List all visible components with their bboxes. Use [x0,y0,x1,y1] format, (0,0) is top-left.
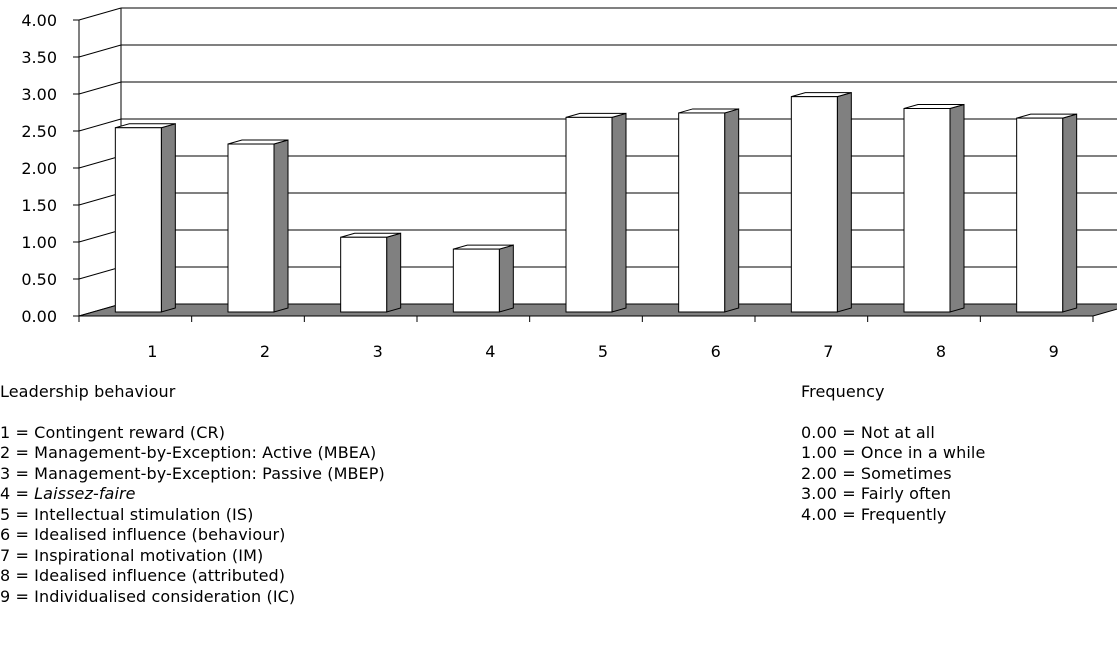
x-tick-label: 7 [823,342,833,361]
side-gridline [78,192,122,206]
bar-chart: 0.00 0.50 1.00 1.50 2.00 2.50 3.00 3.50 4.00 1 2 3… [21,7,1117,361]
legend-item-key: 6 = [0,525,35,544]
x-tick-labels: 1 2 3 4 5 6 7 8 9 [147,342,1059,361]
y-tick-label: 3.50 [21,48,57,67]
y-tick-label: 1.00 [21,233,57,252]
y-tick-label: 2.50 [21,122,57,141]
legend-item-label: Inspirational motivation (IM) [34,545,264,565]
side-gridline [78,266,122,280]
legend-item-key: 2 = [0,443,35,462]
y-tick-label: 2.00 [21,159,57,178]
x-tick-label: 3 [373,342,383,361]
legend-item-frequency-4: 4.00 = Frequently [801,504,947,524]
bar-side [160,123,176,313]
legend-item-key: 8 = [0,566,35,585]
legend-item-frequency-1: 1.00 = Once in a while [801,443,986,462]
legend-item-key: 7 = [0,545,35,565]
bar-6 [678,108,740,313]
y-tick-label: 0.50 [21,270,57,289]
bar-side [1062,113,1078,313]
side-gridline [78,229,122,243]
x-tick-label: 5 [598,342,608,361]
legend-item-behaviour-5: 5 = Intellectual stimulation (IS) [0,505,385,526]
bar-side [498,244,514,313]
legend-item-label: Contingent reward (CR) [34,422,226,442]
y-tick-label: 0.00 [21,307,57,326]
bar-9 [1016,113,1078,313]
legend-item-key: 4 = [0,484,35,503]
legend-item-label: Laissez-faire [34,484,136,503]
legend-items-behaviour: 1 = Contingent reward (CR) 2 = Management… [0,423,385,608]
bar-front [340,236,388,313]
x-tick-label: 8 [936,342,946,361]
bar-7 [790,91,852,313]
frequency-legend: Frequency 0.00 = Not at all 1.00 = Once i… [801,382,985,525]
x-tick-label: 2 [260,342,270,361]
bar-front [678,112,726,313]
bar-front [790,96,838,313]
legend-item-behaviour-8: 8 = Idealised influence (attributed) [0,566,385,587]
leadership-behaviour-legend: Leadership behaviour 1 = Contingent rewa… [0,382,385,607]
legend-item-label: Idealised influence (behaviour) [34,525,286,544]
legend-item-label: Management-by-Exception: Active (MBEA) [34,443,377,462]
legend-item-behaviour-1: 1 = Contingent reward (CR) [0,423,385,444]
legend-item-key: 3 = [0,463,35,483]
bar-front [903,108,951,313]
gridlines [78,7,1117,317]
bar-side [949,103,965,313]
side-gridline [78,118,122,132]
bar-8 [903,103,965,313]
bar-side [386,232,402,313]
legend-item-behaviour-2: 2 = Management-by-Exception: Active (MBE… [0,443,385,464]
side-gridline [78,7,122,21]
legend-item-behaviour-6: 6 = Idealised influence (behaviour) [0,525,385,546]
bar-3 [340,232,402,313]
legend-item-key: 9 = [0,586,35,606]
x-tick-label: 4 [485,342,495,361]
x-tick-label: 1 [147,342,157,361]
bar-front [114,127,162,313]
bar-side [724,108,740,313]
legend-heading-frequency: Frequency [801,382,885,401]
bar-2 [227,139,289,313]
bar-side [836,91,852,313]
legend-item-label: Idealised influence (attributed) [34,566,286,585]
bar-5 [565,112,627,313]
legend-item-label: Management-by-Exception: Passive (MBEP) [34,463,385,483]
legend-item-frequency-3: 3.00 = Fairly often [801,484,952,503]
legend-heading-behaviour: Leadership behaviour [0,382,176,401]
bar-side [273,139,289,313]
bar-front [227,143,275,313]
legend-item-frequency-0: 0.00 = Not at all [801,422,935,442]
legend-item-key: 5 = [0,504,35,524]
bar-side [611,112,627,313]
legend-item-behaviour-9: 9 = Individualised consideration (IC) [0,587,385,608]
x-tick-label: 9 [1049,342,1059,361]
legend-item-key: 1 = [0,422,35,442]
side-gridline [78,81,122,95]
side-gridline [78,44,122,58]
y-tick-labels: 0.00 0.50 1.00 1.50 2.00 2.50 3.00 3.50 4.00 [21,11,57,326]
bars [114,91,1078,313]
legend-item-label: Intellectual stimulation (IS) [34,504,254,524]
legend-item-behaviour-7: 7 = Inspirational motivation (IM) [0,546,385,567]
legend-item-behaviour-3: 3 = Management-by-Exception: Passive (MB… [0,464,385,485]
x-tick-label: 6 [711,342,721,361]
bar-front [565,116,613,313]
bar-front [452,248,500,313]
side-gridline [78,155,122,169]
y-tick-label: 3.00 [21,85,57,104]
legend-item-label: Individualised consideration (IC) [34,586,296,606]
y-tick-label: 1.50 [21,196,57,215]
bar-1 [114,123,176,313]
legend-item-frequency-2: 2.00 = Sometimes [801,463,952,483]
y-tick-label: 4.00 [21,11,57,30]
bar-front [1016,117,1064,313]
legend-items-frequency: 0.00 = Not at all 1.00 = Once in a while 2… [801,423,985,526]
legend-item-behaviour-4: 4 = Laissez-faire [0,484,385,505]
bar-4 [452,244,514,313]
